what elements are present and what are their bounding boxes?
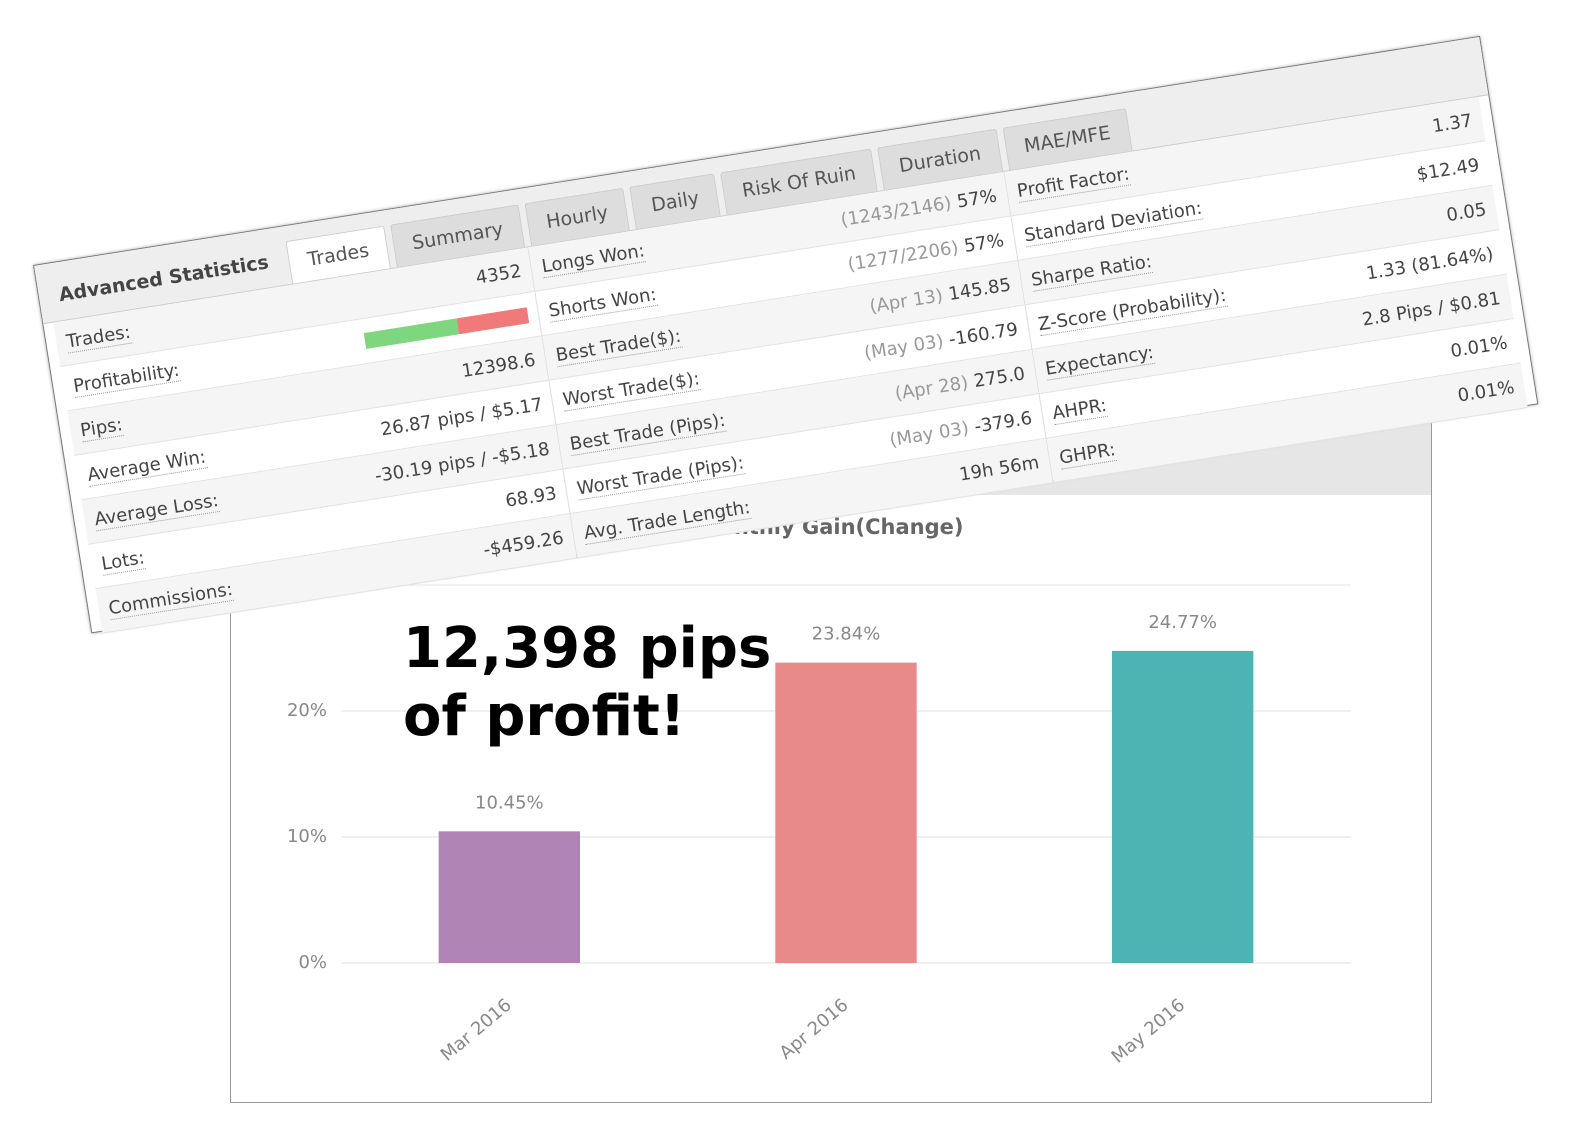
stat-value: 145.85 (946, 273, 1013, 305)
stat-value-cell: 4352 (474, 260, 523, 288)
value-label: 10.45% (475, 792, 544, 813)
stat-value-cell: 1.33 (81.64%) (1365, 243, 1495, 284)
bar (1111, 650, 1254, 963)
x-tick-label: Mar 2016 (437, 995, 516, 1066)
stat-label: Best Trade($): (554, 325, 683, 368)
stat-value: 4352 (474, 260, 523, 289)
stat-value-cell: 1.37 (1431, 110, 1474, 137)
y-tick-label: 10% (287, 826, 327, 847)
chart: Monthly Gain(Change) 0%10%20%10.45%Mar 2… (287, 515, 1351, 1068)
stat-label: Expectancy: (1043, 341, 1156, 381)
stat-label: Commissions: (107, 578, 235, 621)
bar (438, 831, 581, 963)
stat-value: 68.93 (503, 482, 559, 512)
stat-label: AHPR: (1050, 394, 1109, 426)
stat-label: Average Win: (85, 446, 208, 487)
stat-note: (Apr 13) (868, 284, 945, 317)
stat-value: -$459.26 (481, 526, 566, 561)
stat-label: Average Loss: (93, 490, 221, 532)
stat-value-cell: 12398.6 (460, 349, 537, 381)
bar (775, 662, 917, 963)
stat-value: 19h 56m (957, 451, 1041, 486)
stat-value-cell: (Apr 28) 275.0 (893, 363, 1026, 404)
stat-value: 0.05 (1444, 198, 1488, 226)
stat-value-cell: 19h 56m (958, 452, 1041, 485)
stat-label: Profitability: (71, 359, 181, 399)
stat-note: (1277/2206) (846, 236, 960, 275)
headline-line: of profit! (403, 684, 686, 749)
stat-label: GHPR: (1057, 439, 1117, 470)
stat-value: 57% (955, 185, 999, 213)
value-label: 24.77% (1148, 612, 1217, 633)
stat-value-cell: 68.93 (504, 483, 558, 512)
stat-value-cell: -$459.26 (482, 527, 565, 560)
stat-label: Longs Won: (540, 240, 647, 279)
stat-value: 1.37 (1430, 109, 1474, 137)
bar-won (364, 318, 460, 349)
stat-value-cell: $12.49 (1415, 154, 1480, 185)
stat-value: -379.6 (972, 407, 1034, 438)
stat-value: 57% (962, 229, 1006, 257)
y-tick-label: 20% (287, 700, 327, 721)
stat-label: Shorts Won: (547, 283, 659, 323)
headline-line: 12,398 pips (403, 616, 772, 681)
stat-label: Lots: (100, 547, 147, 576)
stat-label: Trades: (64, 321, 133, 354)
stat-value: 0.01% (1449, 331, 1509, 362)
stat-value: 1.33 (81.64%) (1364, 243, 1495, 284)
stat-note: (Apr 28) (893, 371, 970, 405)
stat-note: (May 03) (888, 417, 971, 451)
stat-value-cell: 0.05 (1445, 199, 1488, 226)
stat-note: (1243/2146) (839, 192, 953, 231)
stat-label: Pips: (78, 414, 125, 443)
bar-lost (456, 307, 530, 335)
stat-label: Sharpe Ratio: (1029, 251, 1154, 292)
stat-value: $12.49 (1415, 154, 1481, 185)
stat-value-cell: 0.01% (1456, 376, 1516, 406)
value-label: 23.84% (812, 624, 881, 645)
stat-value-cell: 0.01% (1449, 332, 1509, 362)
stat-value: 275.0 (972, 362, 1027, 392)
stat-value: 12398.6 (460, 349, 537, 382)
stat-note: (May 03) (862, 330, 945, 364)
x-tick-label: Apr 2016 (776, 995, 853, 1064)
x-tick-label: May 2016 (1108, 995, 1189, 1068)
headline: 12,398 pips of profit! (403, 615, 771, 751)
stat-value: -160.79 (947, 318, 1020, 350)
stat-value: 0.01% (1456, 376, 1516, 407)
stat-label: Profit Factor: (1015, 163, 1132, 203)
y-tick-label: 0% (298, 952, 327, 973)
